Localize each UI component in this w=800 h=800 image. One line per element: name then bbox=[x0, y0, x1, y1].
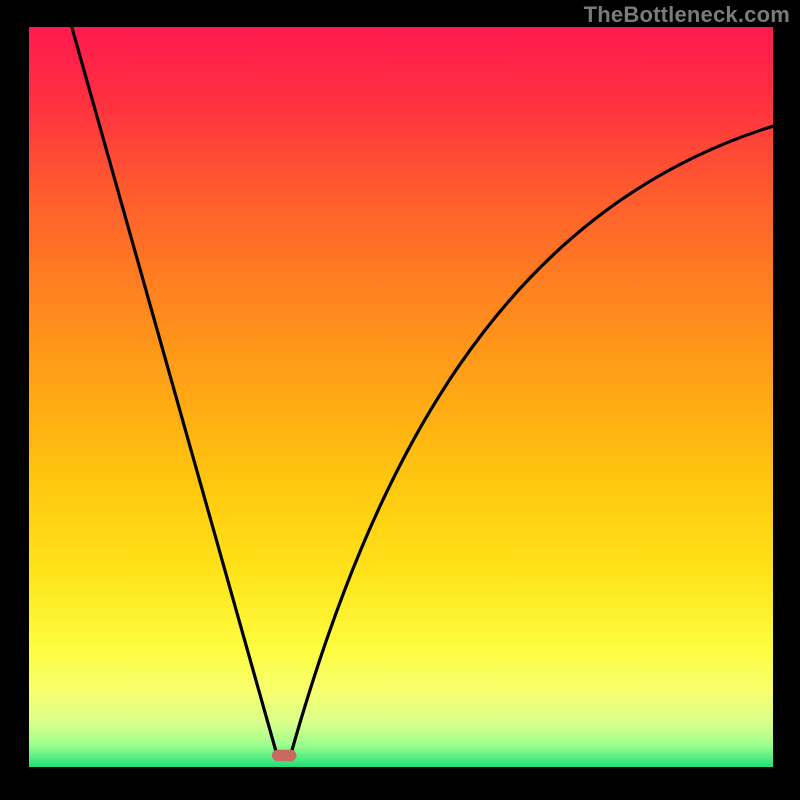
gradient-background bbox=[29, 27, 773, 767]
minimum-marker bbox=[272, 750, 297, 761]
plot-area bbox=[29, 27, 773, 767]
chart-svg bbox=[29, 27, 773, 767]
watermark-text: TheBottleneck.com bbox=[584, 2, 790, 28]
chart-frame: TheBottleneck.com bbox=[0, 0, 800, 800]
